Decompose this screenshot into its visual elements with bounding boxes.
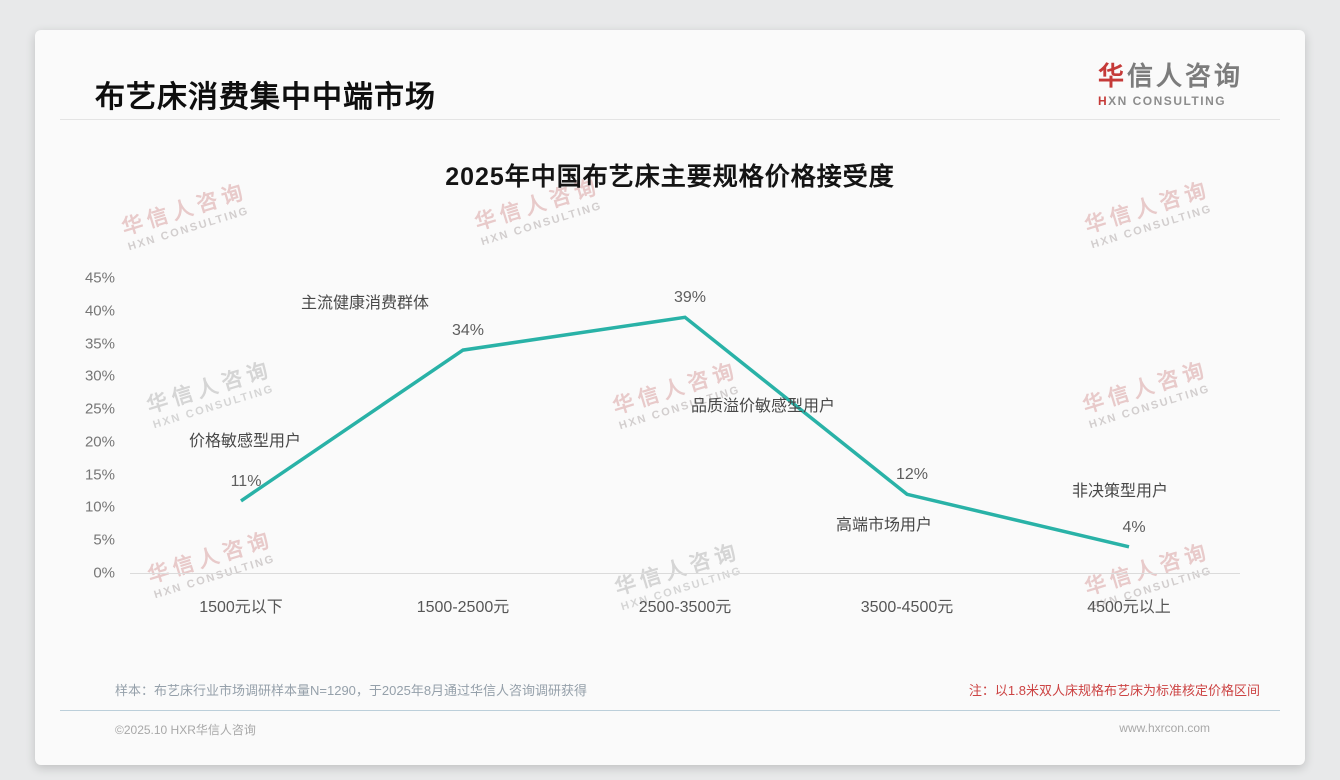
- data-point-label: 11%: [230, 472, 262, 490]
- data-point-label: 34%: [451, 322, 485, 340]
- website-text: www.hxrcon.com: [1119, 721, 1210, 735]
- y-tick-label: 35%: [84, 335, 115, 353]
- header-divider: [60, 119, 1280, 120]
- segment-annotation: 非决策型用户: [1071, 483, 1169, 500]
- y-tick-label: 25%: [84, 400, 115, 418]
- x-tick-label: 1500-2500元: [416, 599, 510, 616]
- segment-annotation: 品质溢价敏感型用户: [690, 398, 836, 415]
- y-tick-label: 0%: [93, 564, 115, 582]
- segment-annotation: 主流健康消费群体: [300, 295, 430, 312]
- data-point-label: 39%: [673, 289, 707, 307]
- y-tick-label: 15%: [84, 466, 115, 484]
- price-acceptance-line: [240, 315, 1130, 549]
- logo-chinese-text: 华信人咨询: [1097, 61, 1243, 91]
- y-tick-label: 20%: [84, 433, 115, 451]
- segment-annotation: 价格敏感型用户: [188, 433, 302, 450]
- logo-english-text: HXN CONSULTING: [1097, 94, 1227, 108]
- x-tick-label: 4500元以上: [1087, 599, 1171, 616]
- report-slide-card: 华信人咨询 HXN CONSULTING 华信人咨询 HXN CONSULTING 华信…: [35, 30, 1305, 765]
- sample-footnote: 样本：布艺床行业市场调研样本量N=1290，于2025年8月通过华信人咨询调研获…: [115, 683, 588, 698]
- copyright-text: ©2025.10 HXR华信人咨询: [115, 723, 256, 737]
- x-tick-label: 1500元以下: [199, 599, 283, 616]
- y-tick-label: 5%: [93, 531, 115, 549]
- y-tick-label: 10%: [84, 498, 115, 516]
- footer-divider: [60, 710, 1280, 711]
- y-tick-label: 30%: [84, 367, 115, 385]
- data-point-label: 12%: [895, 466, 929, 484]
- chart-title: 2025年中国布艺床主要规格价格接受度: [445, 163, 895, 191]
- price-standard-note: 注：以1.8米双人床规格布艺床为标准核定价格区间: [968, 683, 1260, 698]
- y-tick-label: 40%: [84, 302, 115, 320]
- data-point-label: 4%: [1122, 518, 1146, 536]
- y-tick-label: 45%: [84, 269, 115, 287]
- x-axis-line: [130, 573, 1240, 574]
- chart-line-svg: [240, 315, 1130, 549]
- x-tick-label: 2500-3500元: [638, 599, 732, 616]
- page-title: 布艺床消费集中中端市场: [95, 81, 436, 114]
- company-logo: 华信人咨询 HXN CONSULTING: [1098, 56, 1243, 108]
- segment-annotation: 高端市场用户: [835, 517, 933, 534]
- x-tick-label: 3500-4500元: [860, 599, 954, 616]
- line-chart: 45% 40% 35% 30% 25% 20% 15% 10% 5% 0% 1500元以下 1500…: [35, 30, 1305, 765]
